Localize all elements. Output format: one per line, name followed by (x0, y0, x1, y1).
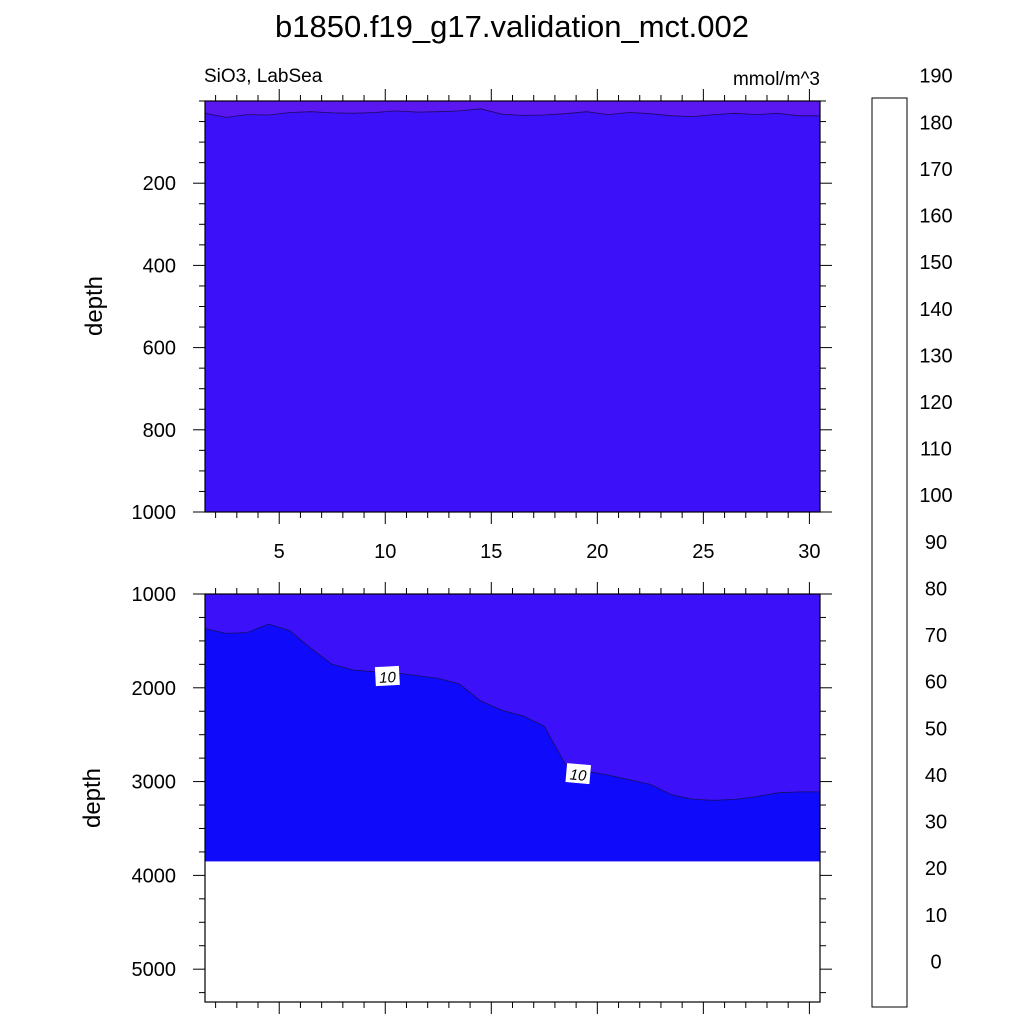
upper-panel: 5 10 15 20 25 30 200 400 600 800 1000 (132, 89, 832, 563)
contour-label: 10 (565, 763, 592, 785)
colorbar-tick-label: 150 (919, 252, 952, 274)
lower-y-tick-label: 2000 (132, 678, 177, 700)
colorbar-tick-label: 120 (919, 392, 952, 414)
colorbar-frame (871, 97, 908, 1008)
upper-y-tick-label: 800 (143, 420, 176, 442)
colorbar-tick-label: 110 (920, 439, 952, 461)
colorbar-tick-label: 30 (925, 812, 947, 834)
upper-x-tick-label: 25 (692, 541, 714, 563)
colorbar-tick-label: 170 (919, 159, 952, 181)
colorbar-tick-label: 0 (930, 951, 941, 973)
lower-y-tick-label: 3000 (132, 772, 177, 794)
upper-y-tick-label: 1000 (132, 502, 177, 524)
lower-contour-10 (204, 623, 820, 801)
colorbar: 0 10 20 30 40 50 60 70 80 90 100 110 120 130 140 150 160… (871, 66, 953, 1008)
colorbar-tick-label: 20 (925, 858, 947, 880)
upper-band-0-5 (205, 101, 820, 118)
colorbar-tick-label: 80 (925, 579, 947, 601)
colorbar-tick-label: 10 (925, 905, 947, 927)
upper-y-tick-label: 200 (143, 173, 176, 195)
lower-y-tick-label: 4000 (132, 865, 177, 887)
chart-title: b1850.f19_g17.validation_mct.002 (275, 9, 749, 44)
lower-band-10-15 (205, 624, 820, 862)
upper-x-tick-label: 30 (798, 541, 820, 563)
colorbar-tick-label: 60 (925, 672, 947, 694)
colorbar-tick-label: 180 (919, 112, 952, 134)
colorbar-tick-label: 130 (919, 345, 952, 367)
upper-left-label: SiO3, LabSea (204, 66, 323, 87)
colorbar-tick-label: 140 (919, 299, 952, 321)
upper-band-5-10 (205, 101, 820, 512)
upper-x-tick-label: 10 (374, 541, 396, 563)
upper-x-tick-label: 5 (274, 541, 285, 563)
colorbar-tick-label: 190 (919, 66, 952, 88)
lower-y-tick-label: 5000 (132, 959, 177, 981)
upper-x-tick-label: 15 (480, 541, 502, 563)
upper-y-tick-label: 600 (143, 338, 176, 360)
colorbar-tick-label: 90 (925, 532, 947, 554)
upper-x-tick-label: 20 (586, 541, 608, 563)
contour-label-text: 10 (379, 669, 397, 687)
upper-y-axis-label: depth (81, 276, 108, 336)
colorbar-tick-label: 160 (919, 206, 952, 228)
upper-y-tick-label: 400 (143, 255, 176, 277)
lower-y-axis-label: depth (79, 768, 106, 828)
contour-label: 10 (374, 665, 400, 687)
contour-label-box (374, 665, 400, 687)
lower-panel: 10 10 1000 2000 3000 4000 5000 (132, 582, 832, 1014)
lower-y-tick-label: 1000 (132, 584, 177, 606)
upper-contour-5 (204, 108, 820, 118)
colorbar-tick-label: 50 (925, 718, 947, 740)
colorbar-tick-label: 70 (925, 625, 947, 647)
contour-label-box (565, 763, 592, 785)
contour-label-text: 10 (569, 766, 588, 784)
colorbar-tick-label: 100 (919, 485, 952, 507)
upper-right-label: mmol/m^3 (733, 69, 820, 90)
colorbar-tick-label: 40 (925, 765, 947, 787)
